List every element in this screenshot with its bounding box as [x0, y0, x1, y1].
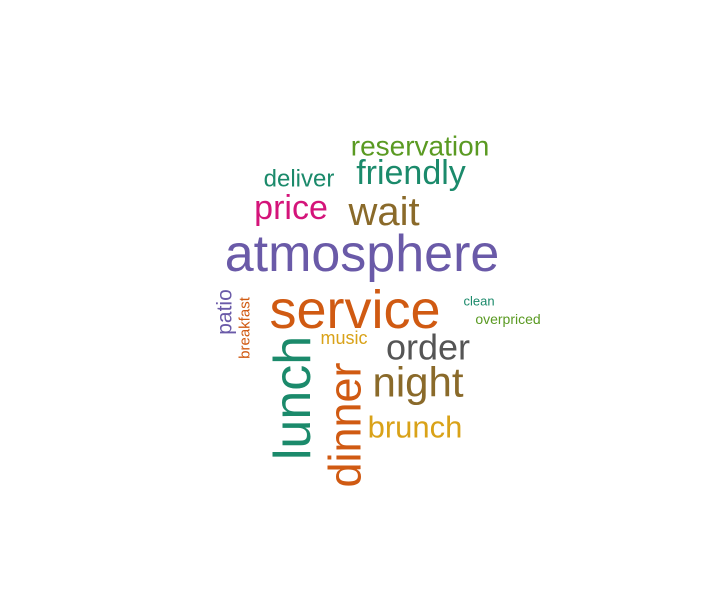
word-reservation: reservation: [351, 131, 490, 162]
word-patio: patio: [214, 289, 237, 335]
word-atmosphere: atmosphere: [225, 225, 500, 283]
word-breakfast: breakfast: [237, 296, 254, 359]
word-overpriced: overpriced: [475, 311, 540, 327]
word-dinner: dinner: [320, 362, 371, 487]
word-lunch: lunch: [264, 336, 322, 460]
word-price: price: [254, 189, 328, 227]
word-clean: clean: [463, 294, 494, 309]
word-brunch: brunch: [368, 410, 463, 445]
word-wait: wait: [347, 190, 419, 234]
word-night: night: [372, 359, 463, 406]
word-deliver: deliver: [264, 166, 335, 193]
word-order: order: [386, 327, 470, 368]
word-service: service: [269, 280, 440, 340]
word-music: music: [320, 328, 367, 348]
word-friendly: friendly: [356, 154, 466, 192]
